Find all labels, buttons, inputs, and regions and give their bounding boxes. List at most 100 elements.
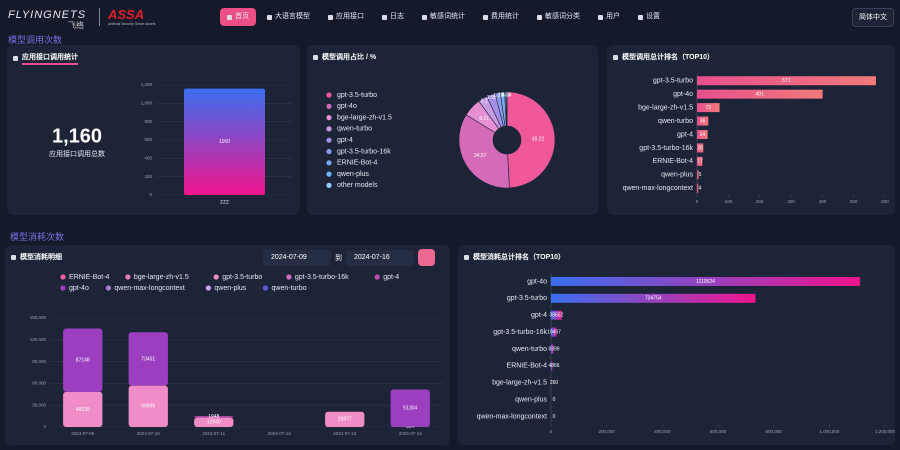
nav-item[interactable]: 日志 xyxy=(375,8,411,26)
nav-item[interactable]: 大语言模型 xyxy=(260,8,317,26)
legend-marker xyxy=(326,126,332,132)
nav-label: 敏感词分类 xyxy=(545,13,580,20)
y-tick-label: gpt-4 xyxy=(531,312,547,319)
legend-marker xyxy=(326,160,332,166)
value-label: 87148 xyxy=(76,358,90,364)
legend-label: gpt-3.5-turbo xyxy=(337,92,377,99)
value-label: 260 xyxy=(550,380,559,386)
nav-label: 应用接口 xyxy=(336,13,364,20)
bar xyxy=(551,344,554,354)
panel-header: 模型消耗明细 xyxy=(11,252,62,262)
bar xyxy=(697,116,709,126)
value-label: 36 xyxy=(700,118,706,124)
x-tick-label: 100 xyxy=(725,199,733,204)
nav-item[interactable]: 敏感词分类 xyxy=(530,8,587,26)
separator: 到 xyxy=(335,254,342,262)
legend-label: gpt-3.5-turbo xyxy=(222,274,262,281)
x-tick-label: 800,000 xyxy=(766,429,783,434)
y-tick-label: 30,000 xyxy=(32,402,46,407)
y-tick-label: ERNIE-Bot-4 xyxy=(507,363,548,370)
value-label: 4 xyxy=(699,186,702,192)
end-date[interactable]: 2024-07-16 xyxy=(346,249,414,266)
icon xyxy=(328,14,333,20)
chart: 0 200,000 400,000 600,000 800,000 1,000,000 1,… xyxy=(477,273,895,434)
total-value: 1,160 xyxy=(52,125,102,147)
icon xyxy=(382,14,387,20)
start-date[interactable]: 2024-07-09 xyxy=(263,249,331,266)
header: FLYINGNETS 飞络 ASSA Artificial Security S… xyxy=(0,0,900,34)
pie-slice xyxy=(458,114,510,189)
y-tick-label: qwen-plus xyxy=(661,172,693,179)
y-tick-label: 90,000 xyxy=(32,359,46,364)
icon xyxy=(13,56,18,61)
bar-segment xyxy=(63,328,103,392)
nav-item[interactable]: 敏感词统计 xyxy=(415,8,472,26)
value-label: 0 xyxy=(553,397,556,403)
language-button[interactable]: 简体中文 xyxy=(852,8,894,27)
icon xyxy=(464,254,469,260)
nav-item[interactable]: 设置 xyxy=(631,8,667,26)
bar-segment xyxy=(63,391,103,427)
bar-segment xyxy=(194,417,234,427)
icon xyxy=(638,14,643,20)
bar xyxy=(697,156,703,166)
legend-marker xyxy=(326,148,332,155)
logo-sub: Artificial Security Smart Assets xyxy=(108,22,156,26)
panel-title: 模型消耗总计排名（TOP10） xyxy=(473,254,566,261)
bar xyxy=(551,361,553,371)
nav-item[interactable]: 费用统计 xyxy=(476,8,526,26)
panel: 0 100 200 300 400 500 600 gpt-3.5-turbo 571 gpt-4… xyxy=(607,45,895,215)
legend-label: qwen-plus xyxy=(214,285,246,292)
panel-title: 模型调用总计排名（TOP10） xyxy=(622,54,715,61)
value-label: 72 xyxy=(705,105,711,111)
y-tick-label: 1,000 xyxy=(141,101,153,106)
legend-label: gpt-4 xyxy=(383,274,399,281)
chart: 0 100 200 300 400 500 600 gpt-3.5-turbo 571 gpt-4… xyxy=(623,74,889,204)
nav-item[interactable]: 应用接口 xyxy=(321,8,371,26)
panel: gpt-3.5-turbo gpt-4o bge-large-zh-v1.5 qwen… xyxy=(307,45,598,215)
x-tick-label: 200 xyxy=(756,199,764,204)
panel: ERNIE-Bot-4 bge-large-zh-v1.5 gpt-3.5-turb… xyxy=(5,245,450,445)
y-tick-label: bge-large-zh-v1.5 xyxy=(638,104,693,111)
value-label: 0 xyxy=(553,414,556,420)
nav-item[interactable]: 用户 xyxy=(591,8,627,26)
search-button[interactable] xyxy=(418,249,435,266)
x-tick-label: 2024-07-14 xyxy=(399,431,423,436)
value-label: 4866 xyxy=(548,363,559,369)
legend-marker xyxy=(326,171,332,177)
legend-label: qwen-turbo xyxy=(337,126,372,133)
value-label: 571 xyxy=(782,78,791,84)
panel-title: 模型消耗明细 xyxy=(20,254,62,261)
bar xyxy=(551,276,861,286)
slice-label: 2.93 xyxy=(487,95,497,101)
y-tick-label: gpt-4o xyxy=(527,278,547,285)
y-tick-label: qwen-turbo xyxy=(512,346,547,353)
x-tick-label: zzz xyxy=(220,200,229,206)
panel-header: 模型调用占比 / % xyxy=(313,52,376,62)
legend-marker xyxy=(60,285,66,291)
legend-label: ERNIE-Bot-4 xyxy=(69,274,110,281)
icon xyxy=(11,254,16,260)
brand: FLYINGNETS xyxy=(8,9,87,21)
x-tick-label: 400 xyxy=(819,199,827,204)
legend-marker xyxy=(60,274,66,280)
bar xyxy=(551,310,562,320)
bar-segment xyxy=(390,389,430,427)
nav-label: 大语言模型 xyxy=(275,13,310,20)
nav: 首页 大语言模型 应用接口 日志 敏感词统计 费用统计 敏感词分类 用户 设置 xyxy=(220,8,667,26)
value-label: 17 xyxy=(697,159,703,165)
nav-item[interactable]: 首页 xyxy=(220,8,256,26)
y-tick-label: 120,000 xyxy=(30,337,47,342)
value-label: 51304 xyxy=(403,405,417,411)
value-label: 73451 xyxy=(141,356,155,362)
icon xyxy=(483,14,488,20)
y-tick-label: qwen-max-longcontext xyxy=(477,413,547,420)
chart: gpt-3.5-turbo gpt-4o bge-large-zh-v1.5 qwen… xyxy=(326,91,556,189)
legend-marker xyxy=(205,285,211,291)
pie-slice xyxy=(506,91,556,189)
x-tick-label: 0 xyxy=(696,199,699,204)
slice-label: 34.57 xyxy=(474,153,487,159)
value-label: 401 xyxy=(756,91,765,97)
x-tick-label: 400,000 xyxy=(654,429,671,434)
icon xyxy=(267,14,272,20)
